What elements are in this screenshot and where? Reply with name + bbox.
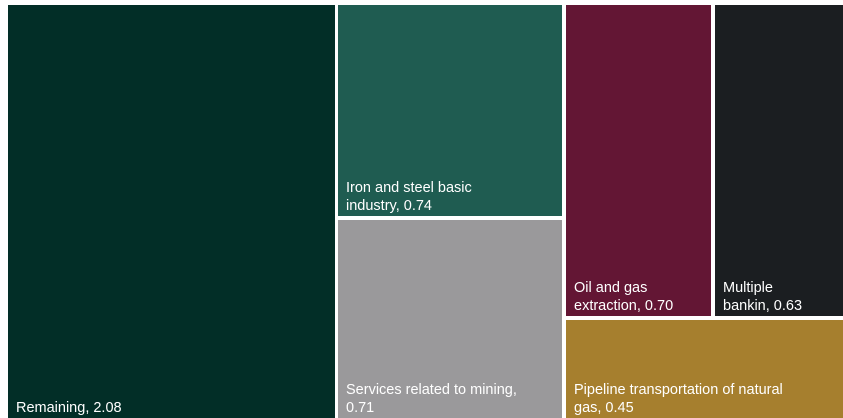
treemap-tile-label-line: Multiple (723, 280, 773, 296)
treemap-tile-label-line: Oil and gas (574, 280, 647, 296)
labels-layer: Remaining, 2.08 Iron and steel basic indus… (16, 180, 802, 416)
treemap-tile (566, 320, 843, 418)
treemap-tile-label-line: industry, 0.74 (346, 198, 432, 214)
treemap-tile-label-line: extraction, 0.70 (574, 298, 673, 314)
treemap-tile (566, 5, 711, 316)
treemap-tile-label-line: Services related to mining, (346, 382, 517, 398)
treemap-tile-label-line: Pipeline transportation of natural (574, 382, 783, 398)
treemap-tile-label: Pipeline transportation of natural gas, 0… (574, 382, 783, 416)
treemap-tile-label-line: Iron and steel basic (346, 180, 472, 196)
treemap-tile-label: Multiple bankin, 0.63 (723, 280, 802, 314)
treemap-tile-label: Oil and gas extraction, 0.70 (574, 280, 673, 314)
treemap-tile-label-line: bankin, 0.63 (723, 298, 802, 314)
treemap-tile-label-line: Remaining, 2.08 (16, 400, 122, 416)
treemap-tile-label: Services related to mining, 0.71 (346, 382, 517, 416)
treemap-tile (338, 220, 562, 418)
treemap-tile (715, 5, 843, 316)
treemap-tile-label: Remaining, 2.08 (16, 400, 122, 416)
treemap-tile (8, 5, 335, 418)
treemap-tile-label-line: 0.71 (346, 400, 374, 416)
tiles-layer (8, 5, 843, 418)
treemap-tile-label-line: gas, 0.45 (574, 400, 634, 416)
treemap-tile-label: Iron and steel basic industry, 0.74 (346, 180, 472, 214)
treemap-tile (338, 5, 562, 216)
